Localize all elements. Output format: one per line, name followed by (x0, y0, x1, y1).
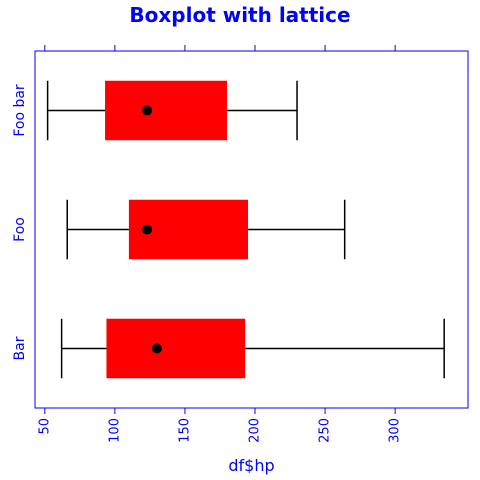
x-axis: 50 100 150 200 250 300 (37, 45, 403, 443)
y-category-label: Foo (12, 217, 28, 242)
iqr-box (106, 318, 246, 379)
y-category-label: Foo bar (12, 84, 28, 137)
chart-title: Boxplot with lattice (129, 3, 350, 27)
x-tick-label: 50 (37, 418, 52, 435)
plot-frame (34, 50, 469, 409)
median-dot (151, 343, 162, 354)
median-dot (142, 105, 153, 116)
y-axis: Bar Foo Foo bar (12, 84, 28, 360)
x-tick-label: 100 (107, 418, 122, 443)
boxes-group (46, 80, 445, 379)
box-foo (66, 199, 346, 260)
box-bar (60, 318, 445, 379)
y-category-label: Bar (12, 336, 28, 360)
x-axis-label: df$hp (228, 456, 274, 475)
box-foo-bar (46, 80, 298, 141)
x-tick-label: 150 (177, 418, 192, 443)
x-tick-label: 200 (248, 418, 263, 443)
median-dot (142, 224, 153, 235)
x-tick-label: 300 (388, 418, 403, 443)
iqr-box (105, 80, 227, 141)
x-tick-label: 250 (318, 418, 333, 443)
